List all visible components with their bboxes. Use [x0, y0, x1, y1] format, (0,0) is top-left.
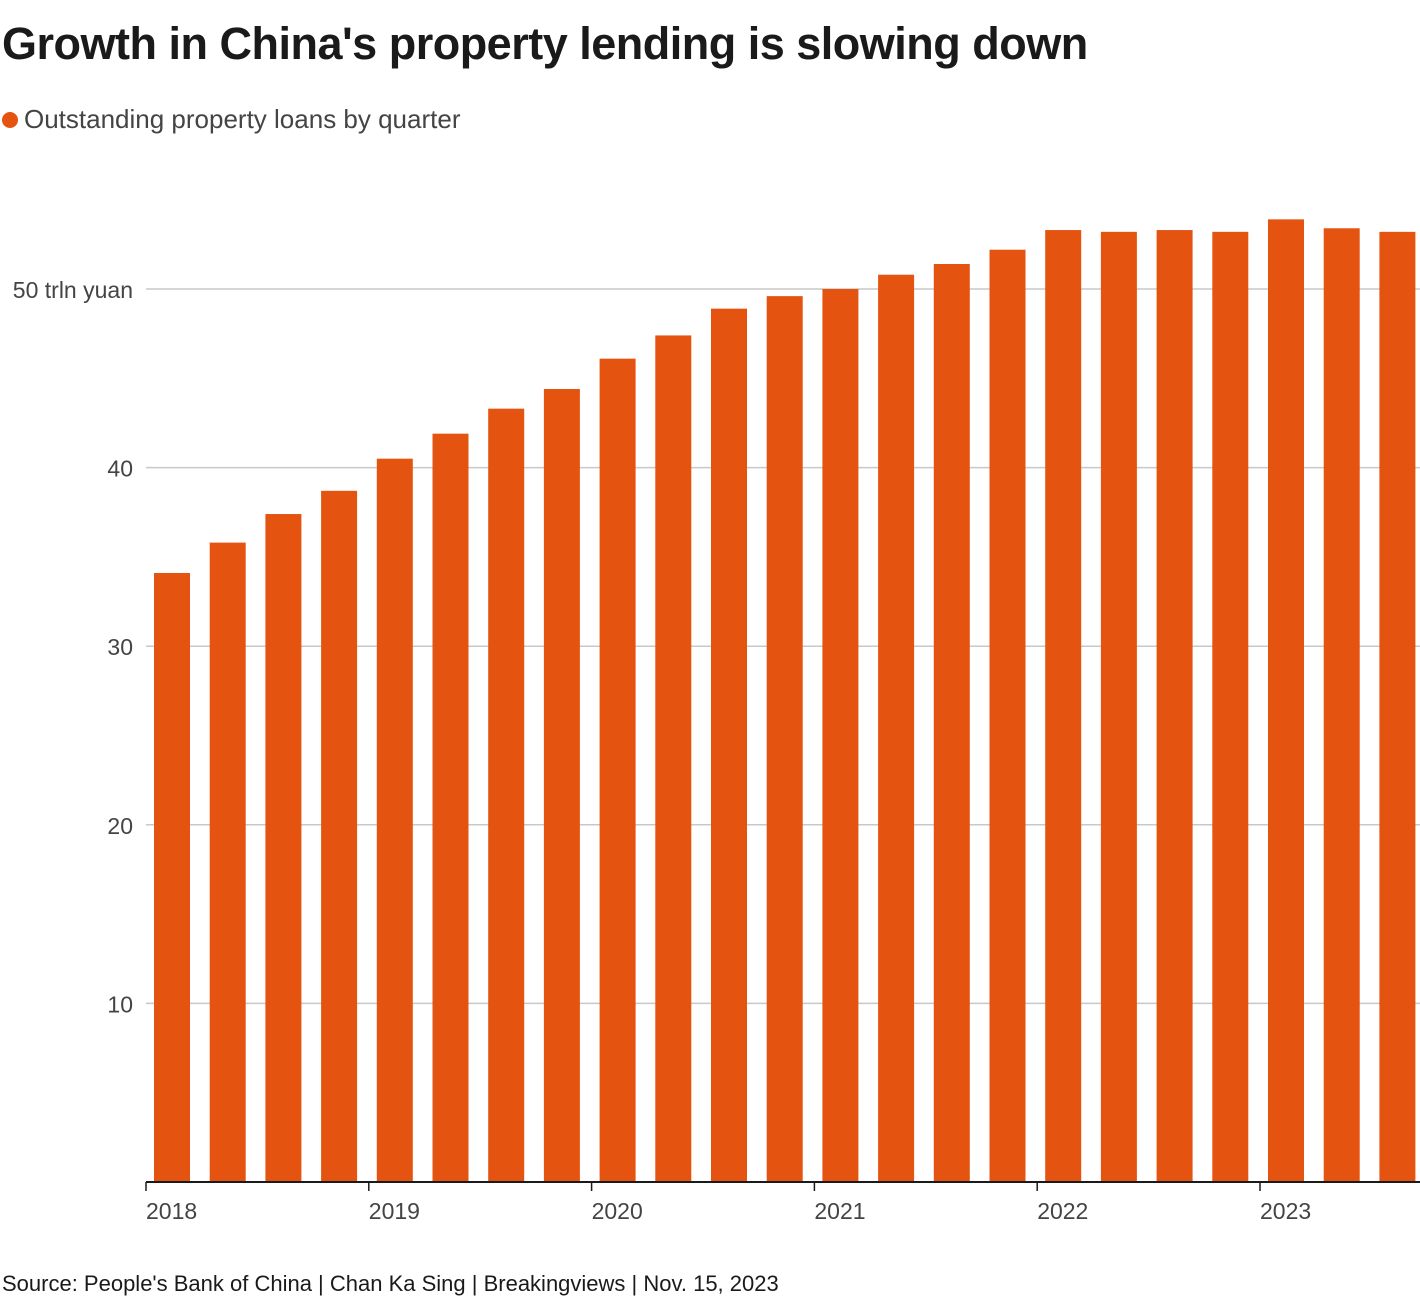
bar [1045, 230, 1082, 1182]
x-tick-label: 2021 [814, 1198, 865, 1224]
bar [1100, 231, 1137, 1182]
bar [432, 433, 469, 1182]
bar [822, 289, 859, 1182]
bar [1268, 219, 1304, 1182]
bar [711, 308, 747, 1182]
x-tick-label: 2023 [1260, 1198, 1311, 1224]
legend-dot [2, 111, 18, 128]
bar [1156, 230, 1193, 1182]
bar [933, 263, 970, 1183]
x-tick-label: 2020 [592, 1198, 643, 1224]
y-tick-label: 30 [107, 634, 133, 660]
legend-label: Outstanding property loans by quarter [24, 104, 461, 134]
chart-title: Growth in China's property lending is sl… [2, 18, 1088, 69]
x-tick-label: 2019 [369, 1198, 420, 1224]
bar [321, 490, 358, 1182]
y-tick-label: 40 [107, 456, 133, 482]
source-footer: Source: People's Bank of China | Chan Ka… [2, 1271, 779, 1296]
legend: Outstanding property loans by quarter [2, 104, 460, 135]
bar [766, 296, 803, 1182]
x-tick-label: 2018 [146, 1198, 197, 1224]
bar [488, 408, 525, 1182]
bar [376, 458, 413, 1182]
bar [1212, 231, 1249, 1182]
x-tick-label: 2022 [1037, 1198, 1088, 1224]
bar [543, 389, 580, 1182]
bar [265, 514, 302, 1182]
y-tick-label: 10 [107, 991, 133, 1017]
bar [1379, 231, 1416, 1182]
bar [655, 335, 692, 1182]
bar [599, 358, 636, 1182]
bar [154, 572, 190, 1182]
bars [154, 219, 1416, 1183]
bar [1323, 228, 1360, 1182]
y-tick-label: 50 trln yuan [13, 277, 133, 303]
bar [209, 542, 246, 1182]
bar [878, 274, 915, 1182]
axes: 10 20 30 40 50 trln yuan 2018 2019 2020 2021 2022… [13, 277, 1420, 1224]
y-tick-label: 20 [107, 813, 133, 839]
bar [989, 249, 1026, 1182]
